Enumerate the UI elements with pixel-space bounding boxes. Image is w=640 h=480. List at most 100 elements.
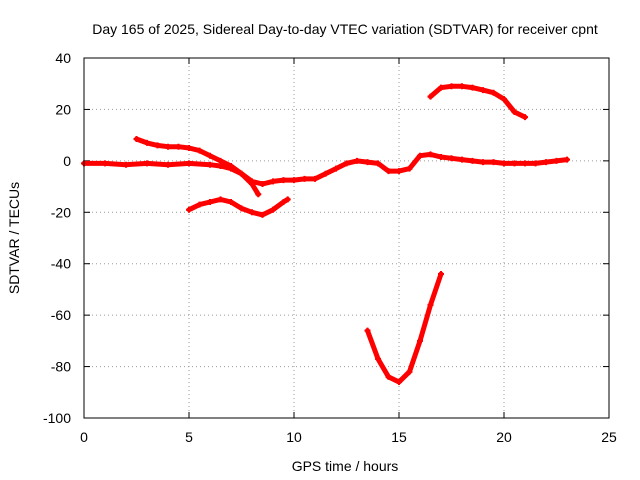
y-tick-label: 20: [55, 101, 71, 117]
data-point: [333, 165, 339, 172]
data-point: [480, 87, 486, 94]
data-point: [396, 379, 402, 385]
data-point: [312, 175, 318, 182]
y-tick-label: -20: [51, 204, 71, 220]
data-point: [186, 160, 192, 167]
data-point: [469, 157, 476, 164]
data-point: [438, 84, 444, 91]
data-point: [427, 151, 434, 158]
data-point: [270, 178, 276, 185]
data-point: [284, 196, 291, 203]
data-point: [490, 159, 497, 166]
axis-ticks: 0 5 10 15 20 25 -100 -80 -60 -40 -20 0 20 40: [43, 50, 617, 445]
data-point: [406, 368, 413, 375]
data-point: [375, 160, 381, 167]
data-point: [354, 157, 360, 164]
data-point: [501, 96, 507, 103]
data-point: [280, 199, 287, 205]
data-point: [144, 160, 150, 167]
y-axis-label: SDTVAR / TECUs: [6, 182, 22, 294]
data-point: [280, 177, 287, 184]
data-point: [438, 154, 444, 160]
data-point: [553, 157, 560, 164]
series-points-track-2: [133, 136, 262, 198]
data-point: [301, 175, 308, 182]
plot-frame: [83, 57, 610, 419]
data-point: [207, 199, 213, 205]
series-points-track-3: [186, 196, 291, 218]
series-points-track-1: [81, 151, 570, 187]
data-point: [427, 301, 434, 308]
y-tick-label: -80: [51, 359, 71, 375]
data-point: [207, 152, 213, 159]
data-point: [238, 205, 245, 212]
data-point: [501, 160, 507, 167]
data-point: [417, 152, 423, 159]
x-axis-label: GPS time / hours: [292, 458, 399, 474]
data-point: [543, 159, 549, 166]
data-point: [154, 142, 161, 149]
data-point: [427, 93, 434, 100]
data-point: [255, 191, 262, 198]
x-tick-label: 15: [391, 429, 407, 445]
data-point: [448, 155, 455, 162]
data-point: [480, 159, 486, 166]
data-point: [469, 84, 476, 91]
grid-lines: [84, 58, 609, 418]
data-point: [406, 165, 413, 172]
data-point: [291, 177, 297, 184]
series-points-track-4: [364, 271, 444, 385]
data-point: [375, 355, 381, 362]
data-point: [564, 156, 570, 163]
series-line-track-2: [134, 136, 261, 197]
data-point: [343, 160, 350, 167]
chart-title: Day 165 of 2025, Sidereal Day-to-day VTE…: [92, 21, 598, 37]
data-point: [186, 206, 192, 213]
data-point: [228, 163, 234, 169]
data-point: [364, 327, 371, 334]
x-tick-label: 5: [185, 429, 193, 445]
data-point: [196, 147, 203, 154]
data-point: [459, 83, 465, 90]
data-point: [511, 160, 518, 167]
data-point: [532, 160, 539, 167]
data-point: [259, 211, 266, 218]
data-point: [522, 114, 528, 121]
series-line-track-4: [365, 271, 444, 385]
data-point: [102, 160, 108, 167]
data-point: [322, 170, 329, 177]
data-point: [217, 196, 224, 203]
data-point: [385, 373, 392, 380]
x-tick-label: 20: [496, 429, 512, 445]
data-point: [522, 160, 528, 167]
data-point: [249, 209, 255, 216]
data-point: [165, 161, 171, 168]
series-line-track-1: [81, 151, 570, 187]
series-line-track-5: [428, 83, 528, 120]
data-point: [396, 168, 402, 175]
data-point: [196, 201, 203, 208]
data-point: [123, 161, 129, 168]
data-point: [364, 159, 371, 166]
data-point: [228, 199, 234, 205]
series-layer: [81, 83, 570, 385]
data-point: [459, 156, 465, 163]
data-point: [217, 163, 224, 169]
data-point: [133, 136, 140, 142]
data-point: [207, 161, 213, 168]
data-point: [490, 89, 497, 96]
data-point: [186, 145, 192, 151]
y-tick-label: -60: [51, 307, 71, 323]
y-tick-label: 0: [63, 153, 71, 169]
data-point: [417, 337, 423, 344]
data-point: [438, 271, 444, 277]
x-tick-label: 10: [286, 429, 302, 445]
data-point: [144, 139, 150, 146]
data-point: [259, 181, 266, 187]
data-point: [249, 181, 255, 187]
y-tick-label: -100: [43, 410, 71, 426]
data-point: [238, 170, 245, 177]
y-tick-label: -40: [51, 256, 71, 272]
x-tick-label: 0: [80, 429, 88, 445]
